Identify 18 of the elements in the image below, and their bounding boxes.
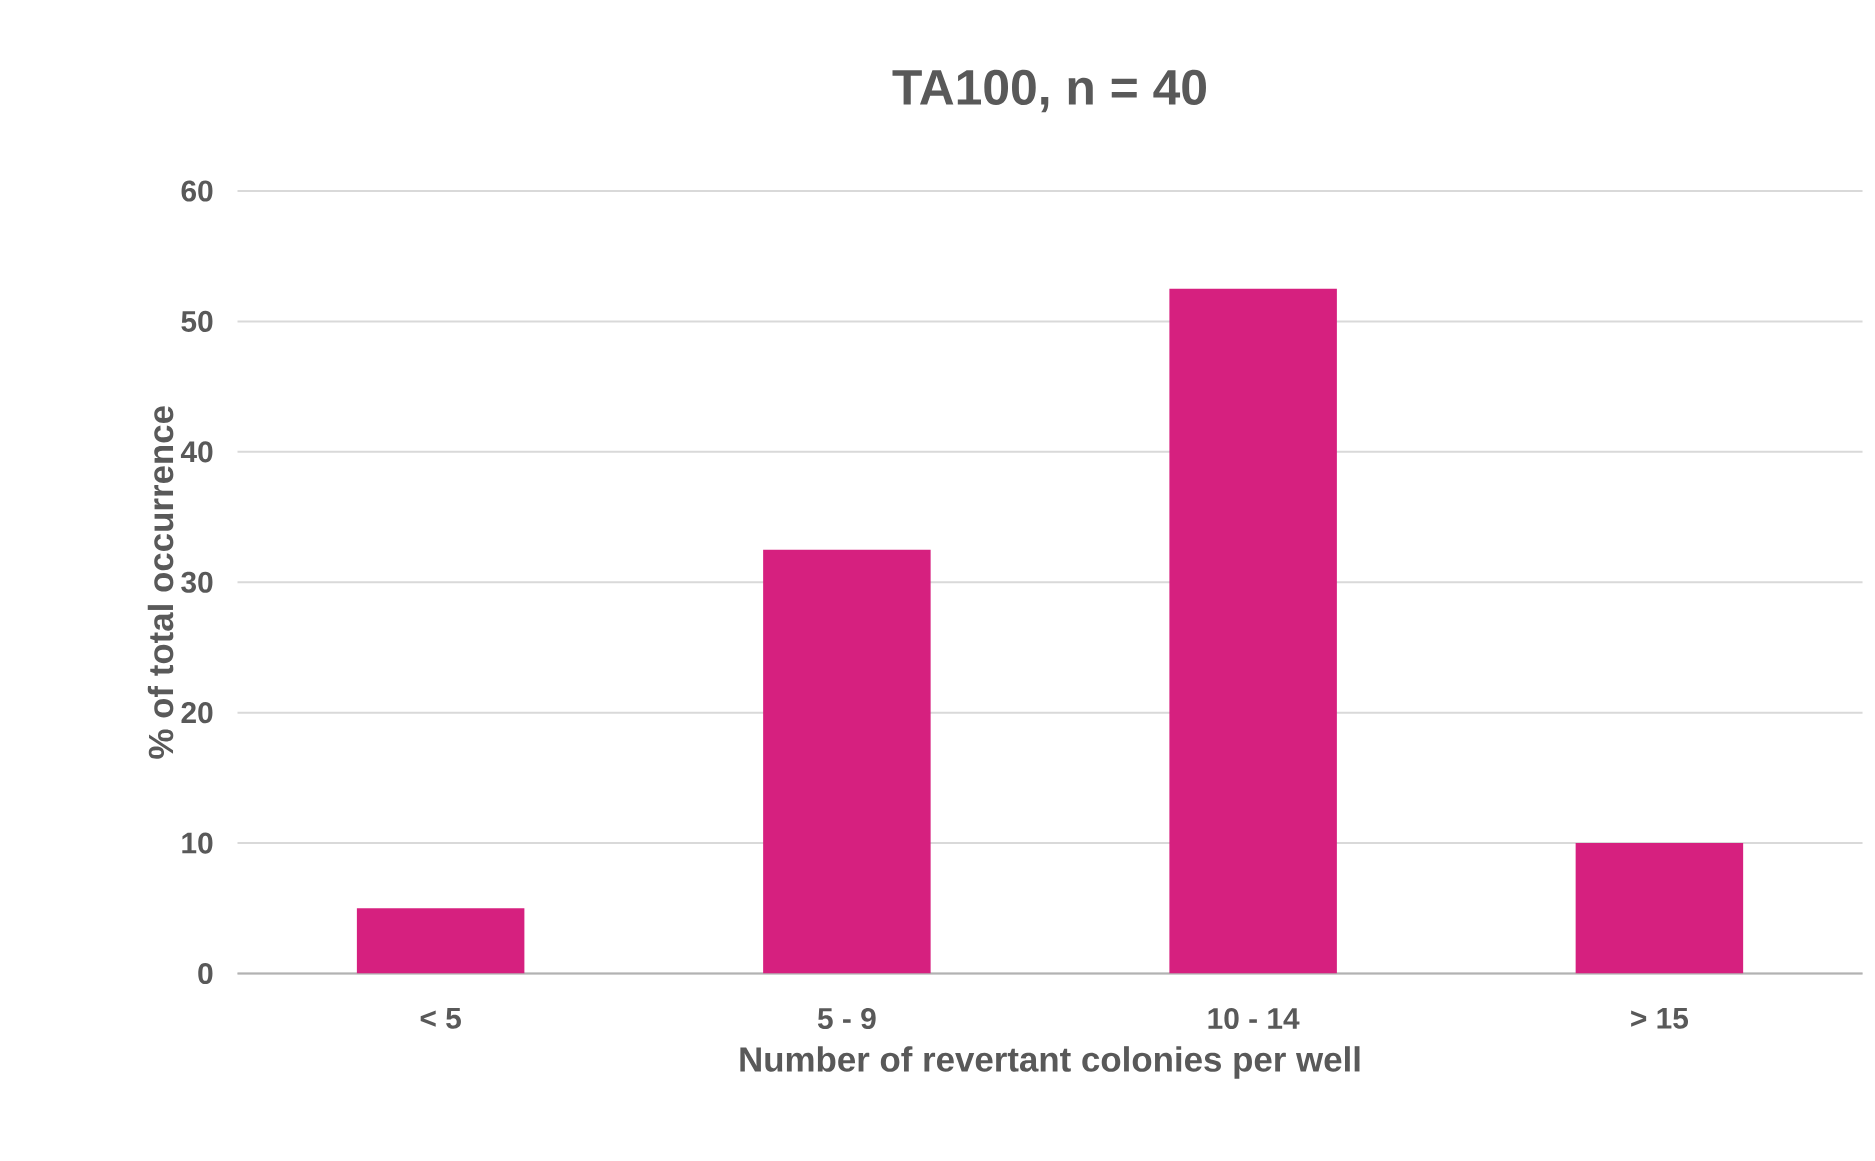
x-tick-label: 5 - 9: [817, 1007, 876, 1030]
bar: [1169, 288, 1337, 974]
x-tick-label: 10 - 14: [1208, 1007, 1300, 1030]
x-tick-label: < 5: [420, 1007, 461, 1029]
bar: [356, 908, 525, 974]
y-tick-label: 0: [198, 962, 213, 985]
y-tick-label: 60: [181, 180, 213, 202]
bar: [1575, 843, 1744, 974]
x-axis-title: Number of revertant colonies per well: [740, 1046, 1360, 1079]
chart-title: TA100, n = 40: [892, 69, 1206, 113]
y-axis-title: % of total occurrence: [147, 406, 174, 759]
y-tick-label: 30: [181, 571, 213, 593]
y-tick-label: 50: [181, 310, 213, 332]
y-tick-label: 40: [180, 441, 213, 463]
x-tick-label: > 15: [1631, 1007, 1689, 1029]
y-tick-label: 20: [181, 702, 213, 724]
y-tick-label: 10: [182, 832, 213, 854]
bar: [763, 549, 931, 974]
